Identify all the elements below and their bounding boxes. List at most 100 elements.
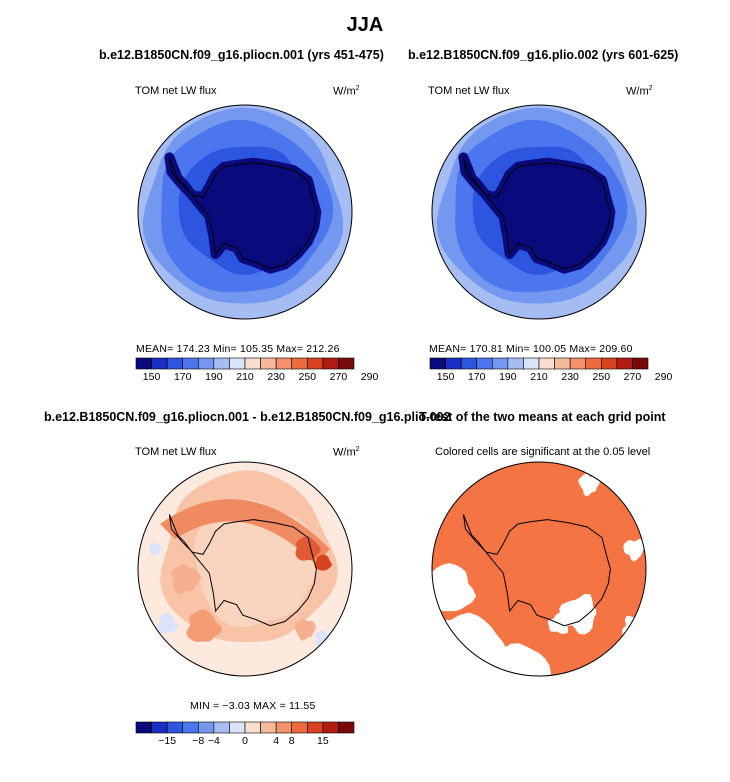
antarctica-coastline [168, 514, 317, 627]
colorbar-tick-label: −8 [192, 735, 205, 747]
colorbar-swatch [476, 357, 493, 370]
colorbar-tick-label: 170 [467, 371, 486, 383]
colorbar-panel-1 [135, 357, 355, 370]
colorbar-swatch [585, 357, 602, 370]
colorbar-swatch [197, 357, 215, 370]
panel-3-variable-label: TOM net LW flux [135, 446, 217, 458]
panel-4-title: T-test of the two means at each grid poi… [419, 410, 666, 424]
map-boundary-circle [431, 461, 647, 677]
colorbar-swatch [538, 357, 555, 370]
colorbar-swatch [260, 357, 277, 370]
colorbar-swatch [460, 357, 478, 370]
map-fill-group [138, 105, 352, 319]
colorbar-tick-label: −15 [158, 735, 177, 747]
colorbar-swatch [135, 357, 152, 370]
colorbar-swatch [166, 357, 184, 370]
panel-3-units: W/m2 [333, 446, 360, 459]
panel-2-stats: MEAN= 170.81 Min= 100.05 Max= 209.60 [429, 343, 633, 355]
colorbar-swatch [213, 721, 230, 734]
colorbar-swatch [569, 357, 587, 370]
map-panel-plio-002 [431, 104, 647, 320]
map-fill-group [432, 462, 646, 676]
colorbar-swatch [197, 721, 215, 734]
colorbar-tick-label: 150 [436, 371, 455, 383]
colorbar-swatch [135, 721, 152, 734]
colorbar-swatch [213, 357, 230, 370]
colorbar-swatch [554, 357, 571, 370]
colorbar-swatch [445, 357, 462, 370]
colorbar-tick-label: 290 [360, 371, 379, 383]
colorbar-tick-label: 270 [329, 371, 348, 383]
colorbar-swatch [322, 721, 339, 734]
colorbar-panel-3 [135, 721, 355, 734]
colorbar-panel-2 [429, 357, 649, 370]
colorbar-swatch [338, 357, 355, 370]
panel-1-units: W/m2 [333, 85, 360, 98]
colorbar-swatch [229, 721, 246, 734]
colorbar-tick-label: 15 [317, 735, 329, 747]
map-contour-band [294, 618, 316, 641]
colorbar-swatch [322, 357, 339, 370]
colorbar-swatch [429, 357, 446, 370]
colorbar-tick-label: 8 [288, 735, 295, 747]
colorbar-tick-label: 210 [530, 371, 548, 383]
map-contour-band [314, 554, 332, 571]
colorbar-tick-label: 190 [205, 371, 223, 383]
panel-2-variable-label: TOM net LW flux [428, 85, 510, 97]
colorbar-swatch [291, 357, 308, 370]
panel-2-units: W/m2 [626, 85, 653, 98]
map-panel-ttest [431, 461, 647, 677]
map-fill-group [138, 462, 352, 676]
colorbar-swatch [632, 357, 649, 370]
map-contour-band [295, 536, 321, 561]
map-contour-band [148, 542, 162, 556]
panel-3-stats: MIN = −3.03 MAX = 11.55 [190, 700, 316, 712]
non-significant-cells [578, 473, 600, 497]
colorbar-swatch [306, 721, 324, 734]
figure-title: JJA [346, 14, 384, 36]
panel-2-title: b.e12.B1850CN.f09_g16.plio.002 (yrs 601-… [408, 48, 679, 62]
colorbar-tick-label: −4 [207, 735, 220, 747]
map-contour-band [186, 609, 222, 642]
non-significant-cells [622, 616, 646, 642]
map-contour-band [160, 499, 330, 564]
colorbar-tick-label: 270 [623, 371, 642, 383]
colorbar-tick-label: 290 [654, 371, 673, 383]
panel-3-title: b.e12.B1850CN.f09_g16.pliocn.001 - b.e12… [44, 410, 451, 424]
colorbar-tick-label: 150 [142, 371, 161, 383]
colorbar-swatch [616, 357, 633, 370]
map-panel-pliocn-001 [137, 104, 353, 320]
colorbar-swatch [244, 721, 261, 734]
colorbar-tick-label: 230 [561, 371, 579, 383]
colorbar-swatch [523, 357, 540, 370]
colorbar-swatch [244, 357, 261, 370]
colorbar-swatch [151, 357, 168, 370]
map-fill-group [432, 105, 646, 319]
colorbar-swatch [491, 357, 509, 370]
panel-1-title: b.e12.B1850CN.f09_g16.pliocn.001 (yrs 45… [99, 48, 384, 62]
map-boundary-circle [137, 461, 353, 677]
colorbar-swatch [166, 721, 184, 734]
colorbar-swatch [182, 357, 199, 370]
colorbar-tick-label: 230 [267, 371, 285, 383]
map-boundary-circle [137, 104, 353, 320]
map-contour-band [155, 613, 179, 634]
antarctica-coastline [462, 514, 611, 627]
panel-1-stats: MEAN= 174.23 Min= 105.35 Max= 212.26 [136, 343, 340, 355]
colorbar-tick-label: 210 [236, 371, 254, 383]
colorbar-swatch [229, 357, 246, 370]
antarctica-coastline [462, 157, 611, 270]
colorbar-swatch [600, 357, 618, 370]
colorbar-tick-label: 0 [242, 735, 248, 747]
map-panel-difference [137, 461, 353, 677]
colorbar-swatch [291, 721, 308, 734]
antarctica-coastline [168, 157, 317, 270]
colorbar-tick-label: 170 [173, 371, 192, 383]
colorbar-tick-label: 250 [592, 371, 611, 383]
colorbar-swatch [182, 721, 199, 734]
non-significant-cells [623, 538, 644, 562]
colorbar-swatch [275, 357, 293, 370]
panel-4-note: Colored cells are significant at the 0.0… [435, 446, 651, 458]
colorbar-swatch [306, 357, 324, 370]
